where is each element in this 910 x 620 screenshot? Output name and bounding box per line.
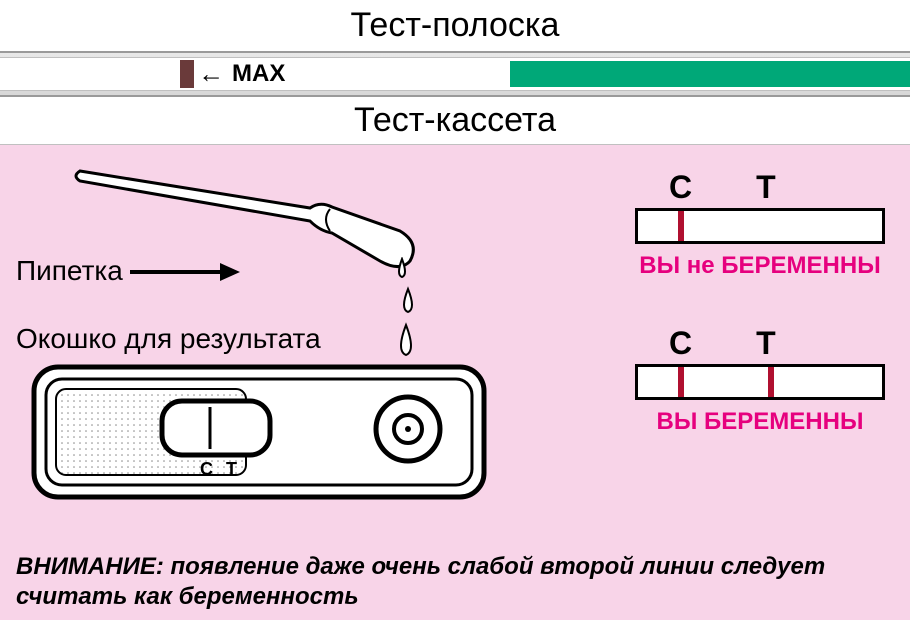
pipette-icon [70, 153, 430, 283]
ct-labels: C T [635, 325, 885, 362]
result-text-positive: ВЫ БЕРЕМЕННЫ [635, 408, 885, 436]
c-line [678, 211, 684, 241]
svg-text:C: C [200, 459, 213, 479]
c-line [678, 367, 684, 397]
header-strip: Тест-полоска [0, 0, 910, 51]
strip-mark [180, 60, 194, 88]
drops-icon [388, 257, 428, 367]
c-label: C [669, 325, 692, 362]
strip-arrow-icon: ← [198, 59, 222, 90]
result-pregnant: C T ВЫ БЕРЕМЕННЫ [635, 325, 885, 436]
warning-text: ВНИМАНИЕ: появление даже очень слабой вт… [16, 552, 894, 612]
test-strip-diagram: ← MAX [0, 51, 910, 97]
c-label: C [669, 169, 692, 206]
cassette-device-icon: C T [30, 363, 490, 513]
result-window-label: Окошко для результата [16, 323, 321, 355]
result-strip-negative [635, 208, 885, 244]
svg-text:T: T [226, 459, 237, 479]
container: Тест-полоска ← MAX Тест-кассета Пипетка … [0, 0, 910, 620]
t-label: T [756, 169, 776, 206]
cassette-diagram-section: Пипетка Окошко для результата [0, 144, 910, 620]
result-text-negative: ВЫ не БЕРЕМЕННЫ [635, 252, 885, 280]
t-line [768, 367, 774, 397]
t-label: T [756, 325, 776, 362]
ct-labels: C T [635, 169, 885, 206]
strip-max-label: MAX [232, 60, 285, 88]
header-cassette: Тест-кассета [0, 97, 910, 144]
strip-body: ← MAX [0, 57, 910, 91]
title-strip: Тест-полоска [351, 6, 560, 44]
strip-dip-zone [510, 61, 910, 87]
title-cassette: Тест-кассета [354, 101, 556, 139]
result-strip-positive [635, 364, 885, 400]
result-not-pregnant: C T ВЫ не БЕРЕМЕННЫ [635, 169, 885, 280]
